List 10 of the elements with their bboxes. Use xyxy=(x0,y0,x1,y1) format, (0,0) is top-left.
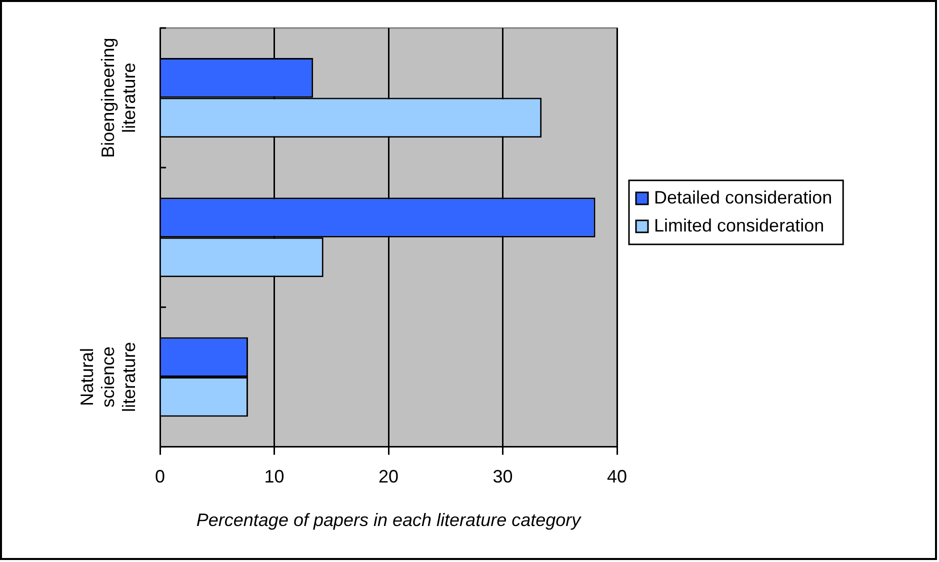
x-tick-label: 0 xyxy=(154,466,166,487)
x-tick-label: 20 xyxy=(378,466,399,487)
x-tick-label: 30 xyxy=(492,466,513,487)
legend-label: Limited consideration xyxy=(654,215,824,236)
y-tick-label: Natural science literature xyxy=(76,342,139,412)
x-tick-label: 40 xyxy=(606,466,628,487)
x-axis-title: Percentage of papers in each literature category xyxy=(196,510,582,530)
x-tick-label: 10 xyxy=(264,466,284,487)
y-tick-label: Bioengineering literature xyxy=(98,38,139,158)
legend-label: Detailed consideration xyxy=(654,187,832,208)
